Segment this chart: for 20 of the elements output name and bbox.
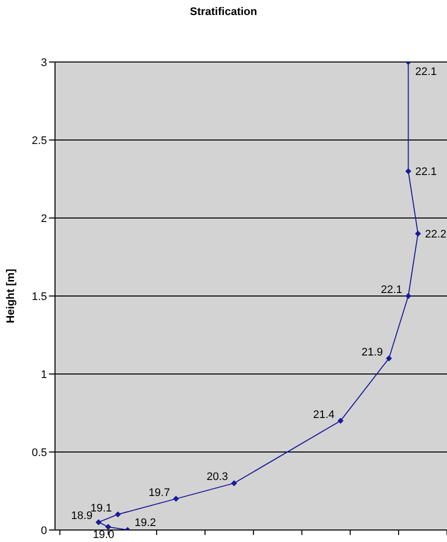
data-label: 22.2: [424, 228, 446, 241]
y-tick-label: 1: [40, 368, 47, 381]
y-tick-label: 3: [40, 56, 47, 69]
data-label: 21.9: [362, 346, 383, 358]
chart-title: Stratification: [188, 6, 258, 18]
data-label: 19.2: [134, 517, 156, 529]
y-axis-title: Height [m]: [4, 268, 17, 324]
data-label: 21.4: [313, 408, 335, 421]
data-label: 22.1: [415, 66, 437, 78]
y-tick-label: 1.5: [32, 290, 47, 303]
y-tick-label: 0.5: [32, 446, 47, 459]
y-tick-label: 2: [40, 212, 47, 225]
y-tick-label: 2.5: [32, 134, 47, 147]
data-label: 19.0: [92, 528, 114, 541]
y-tick-label: 0: [40, 524, 47, 537]
data-label: 22.1: [415, 166, 437, 178]
data-label: 18.9: [71, 510, 93, 522]
data-label: 22.1: [380, 284, 402, 296]
data-label: 20.3: [206, 471, 228, 484]
data-label: 19.7: [148, 486, 170, 499]
